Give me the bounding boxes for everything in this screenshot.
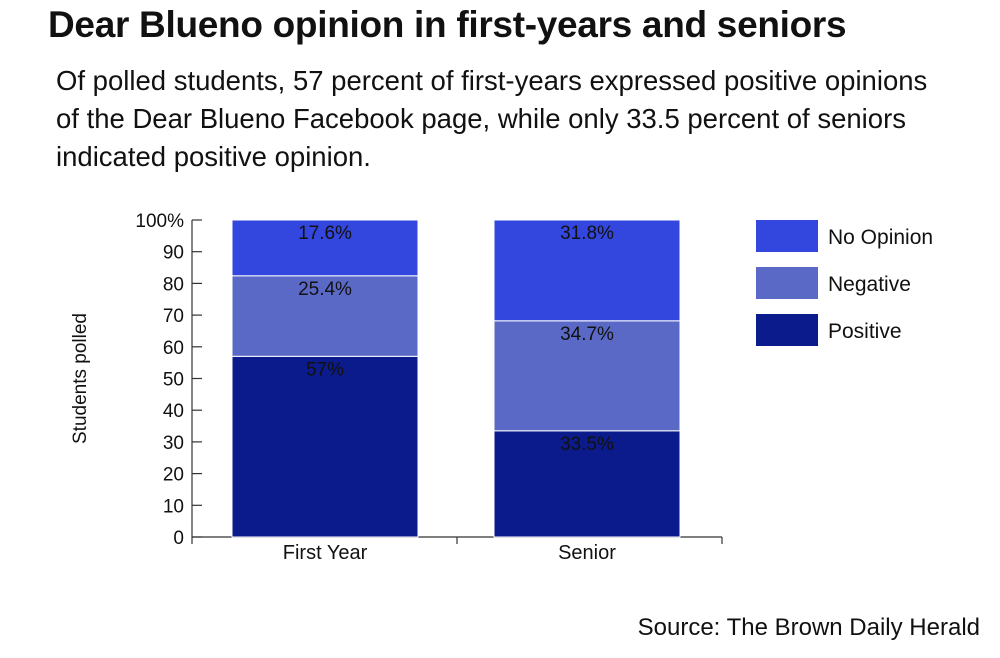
bar-negative-0	[231, 275, 419, 357]
chart-legend: No Opinion Negative Positive	[756, 220, 933, 346]
y-tick-label: 20	[163, 465, 184, 486]
y-tick-label: 10	[163, 496, 184, 517]
legend-label: Positive	[828, 320, 902, 343]
bar-data-label: 25.4%	[298, 279, 352, 300]
legend-swatch-positive	[756, 314, 818, 346]
y-tick-label: 60	[163, 338, 184, 359]
bar-positive-0	[231, 355, 419, 538]
y-tick-label: 0	[173, 528, 184, 549]
y-tick-label: 30	[163, 433, 184, 454]
legend-swatch-negative	[756, 267, 818, 299]
y-tick-label: 40	[163, 401, 184, 422]
source-credit: Source: The Brown Daily Herald	[637, 614, 980, 641]
y-tick-label: 70	[163, 306, 184, 327]
y-tick-label: 50	[163, 370, 184, 391]
chart-subtitle: Of polled students, 57 percent of first-…	[56, 65, 928, 172]
bar-negative-1	[493, 320, 681, 432]
bar-data-label: 31.8%	[560, 223, 614, 244]
bar-data-label: 34.7%	[560, 324, 614, 345]
y-tick-label: 100%	[135, 211, 184, 232]
x-tick-label: First Year	[283, 542, 368, 564]
legend-label: Negative	[828, 273, 911, 296]
bar-data-label: 57%	[306, 359, 344, 380]
y-axis-title: Students polled	[70, 313, 91, 444]
chart-title: Dear Blueno opinion in first-years and s…	[48, 4, 847, 45]
y-tick-label: 80	[163, 274, 184, 295]
bar-positive-1	[493, 430, 681, 538]
x-tick-label: Senior	[558, 542, 616, 564]
chart-bars: 57% 25.4% 17.6% 33.5% 34.7% 31.8%	[231, 219, 681, 538]
y-tick-label: 90	[163, 243, 184, 264]
legend-swatch-no_opinion	[756, 220, 818, 252]
bar-no_opinion-0	[231, 219, 419, 277]
legend-label: No Opinion	[828, 226, 933, 249]
bar-data-label: 17.6%	[298, 223, 352, 244]
bar-data-label: 33.5%	[560, 434, 614, 455]
bar-no_opinion-1	[493, 219, 681, 322]
